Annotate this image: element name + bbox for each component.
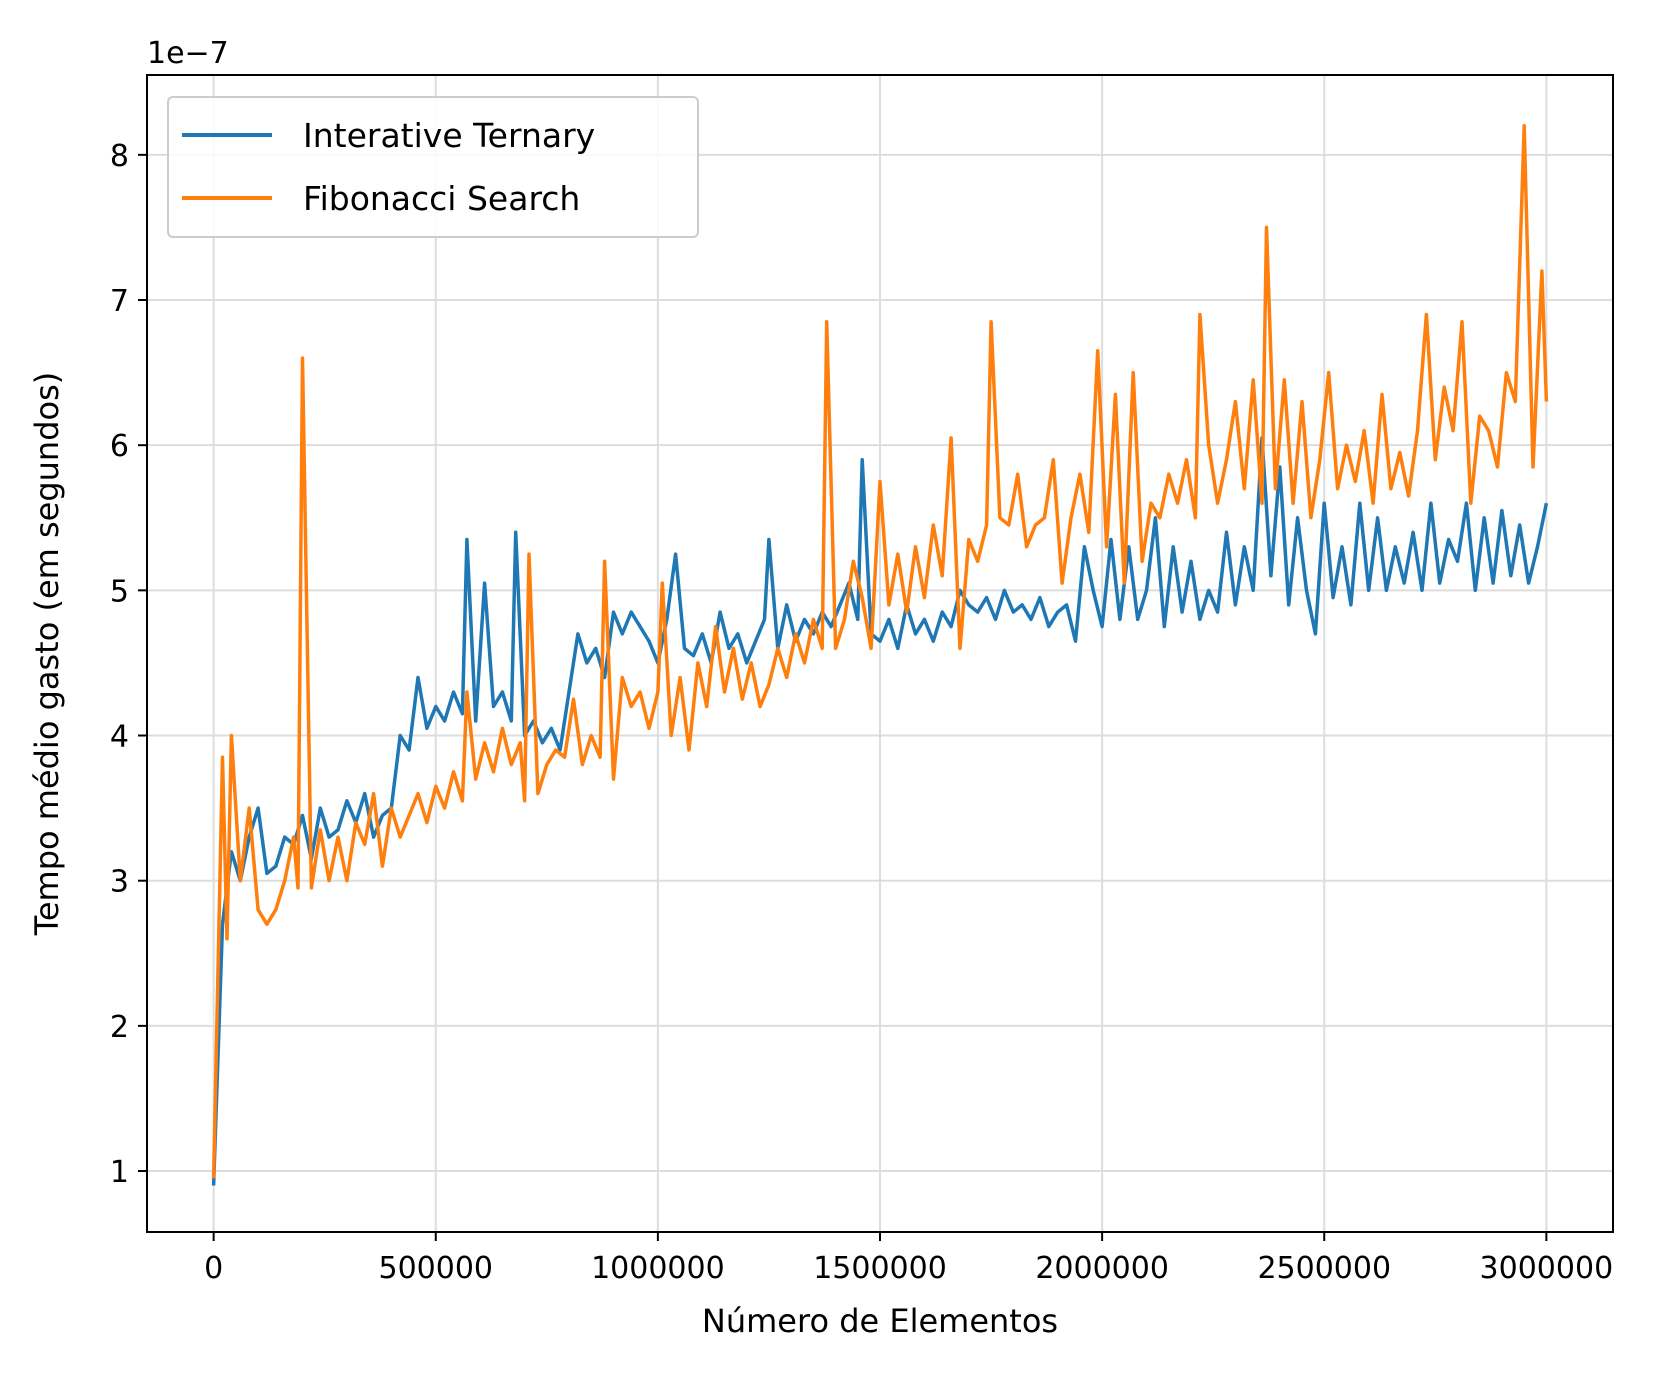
y-axis: 1 2 3 4 5 6 7 8: [110, 139, 147, 1190]
x-tick-label: 500000: [378, 1251, 493, 1286]
y-tick-label: 5: [110, 574, 129, 609]
y-tick-label: 1: [110, 1155, 129, 1190]
y-tick-label: 7: [110, 284, 129, 319]
x-tick-label: 2500000: [1257, 1251, 1391, 1286]
legend-label: Interative Ternary: [303, 116, 595, 155]
legend-label: Fibonacci Search: [303, 179, 580, 218]
x-axis-label: Número de Elementos: [702, 1302, 1058, 1340]
y-tick-label: 8: [110, 139, 129, 174]
y-axis-label: Tempo médio gasto (em segundos): [28, 372, 66, 937]
x-tick-label: 0: [204, 1251, 223, 1286]
x-tick-label: 1500000: [813, 1251, 947, 1286]
x-axis: 0 500000 1000000 1500000 2000000 2500000 30000…: [204, 1232, 1613, 1286]
series-line-fibonacci-search: [211, 124, 1549, 1179]
y-tick-label: 6: [110, 429, 129, 464]
y-tick-label: 4: [110, 720, 129, 755]
series-layer: [211, 124, 1549, 1186]
x-tick-label: 3000000: [1480, 1251, 1614, 1286]
legend: Interative Ternary Fibonacci Search: [167, 96, 699, 238]
grid-lines: [147, 75, 1613, 1232]
y-tick-label: 3: [110, 865, 129, 900]
y-axis-offset-label: 1e−7: [147, 36, 229, 71]
x-tick-label: 2000000: [1035, 1251, 1169, 1286]
x-tick-label: 1000000: [591, 1251, 725, 1286]
y-tick-label: 2: [110, 1010, 129, 1045]
legend-box: [167, 96, 699, 238]
